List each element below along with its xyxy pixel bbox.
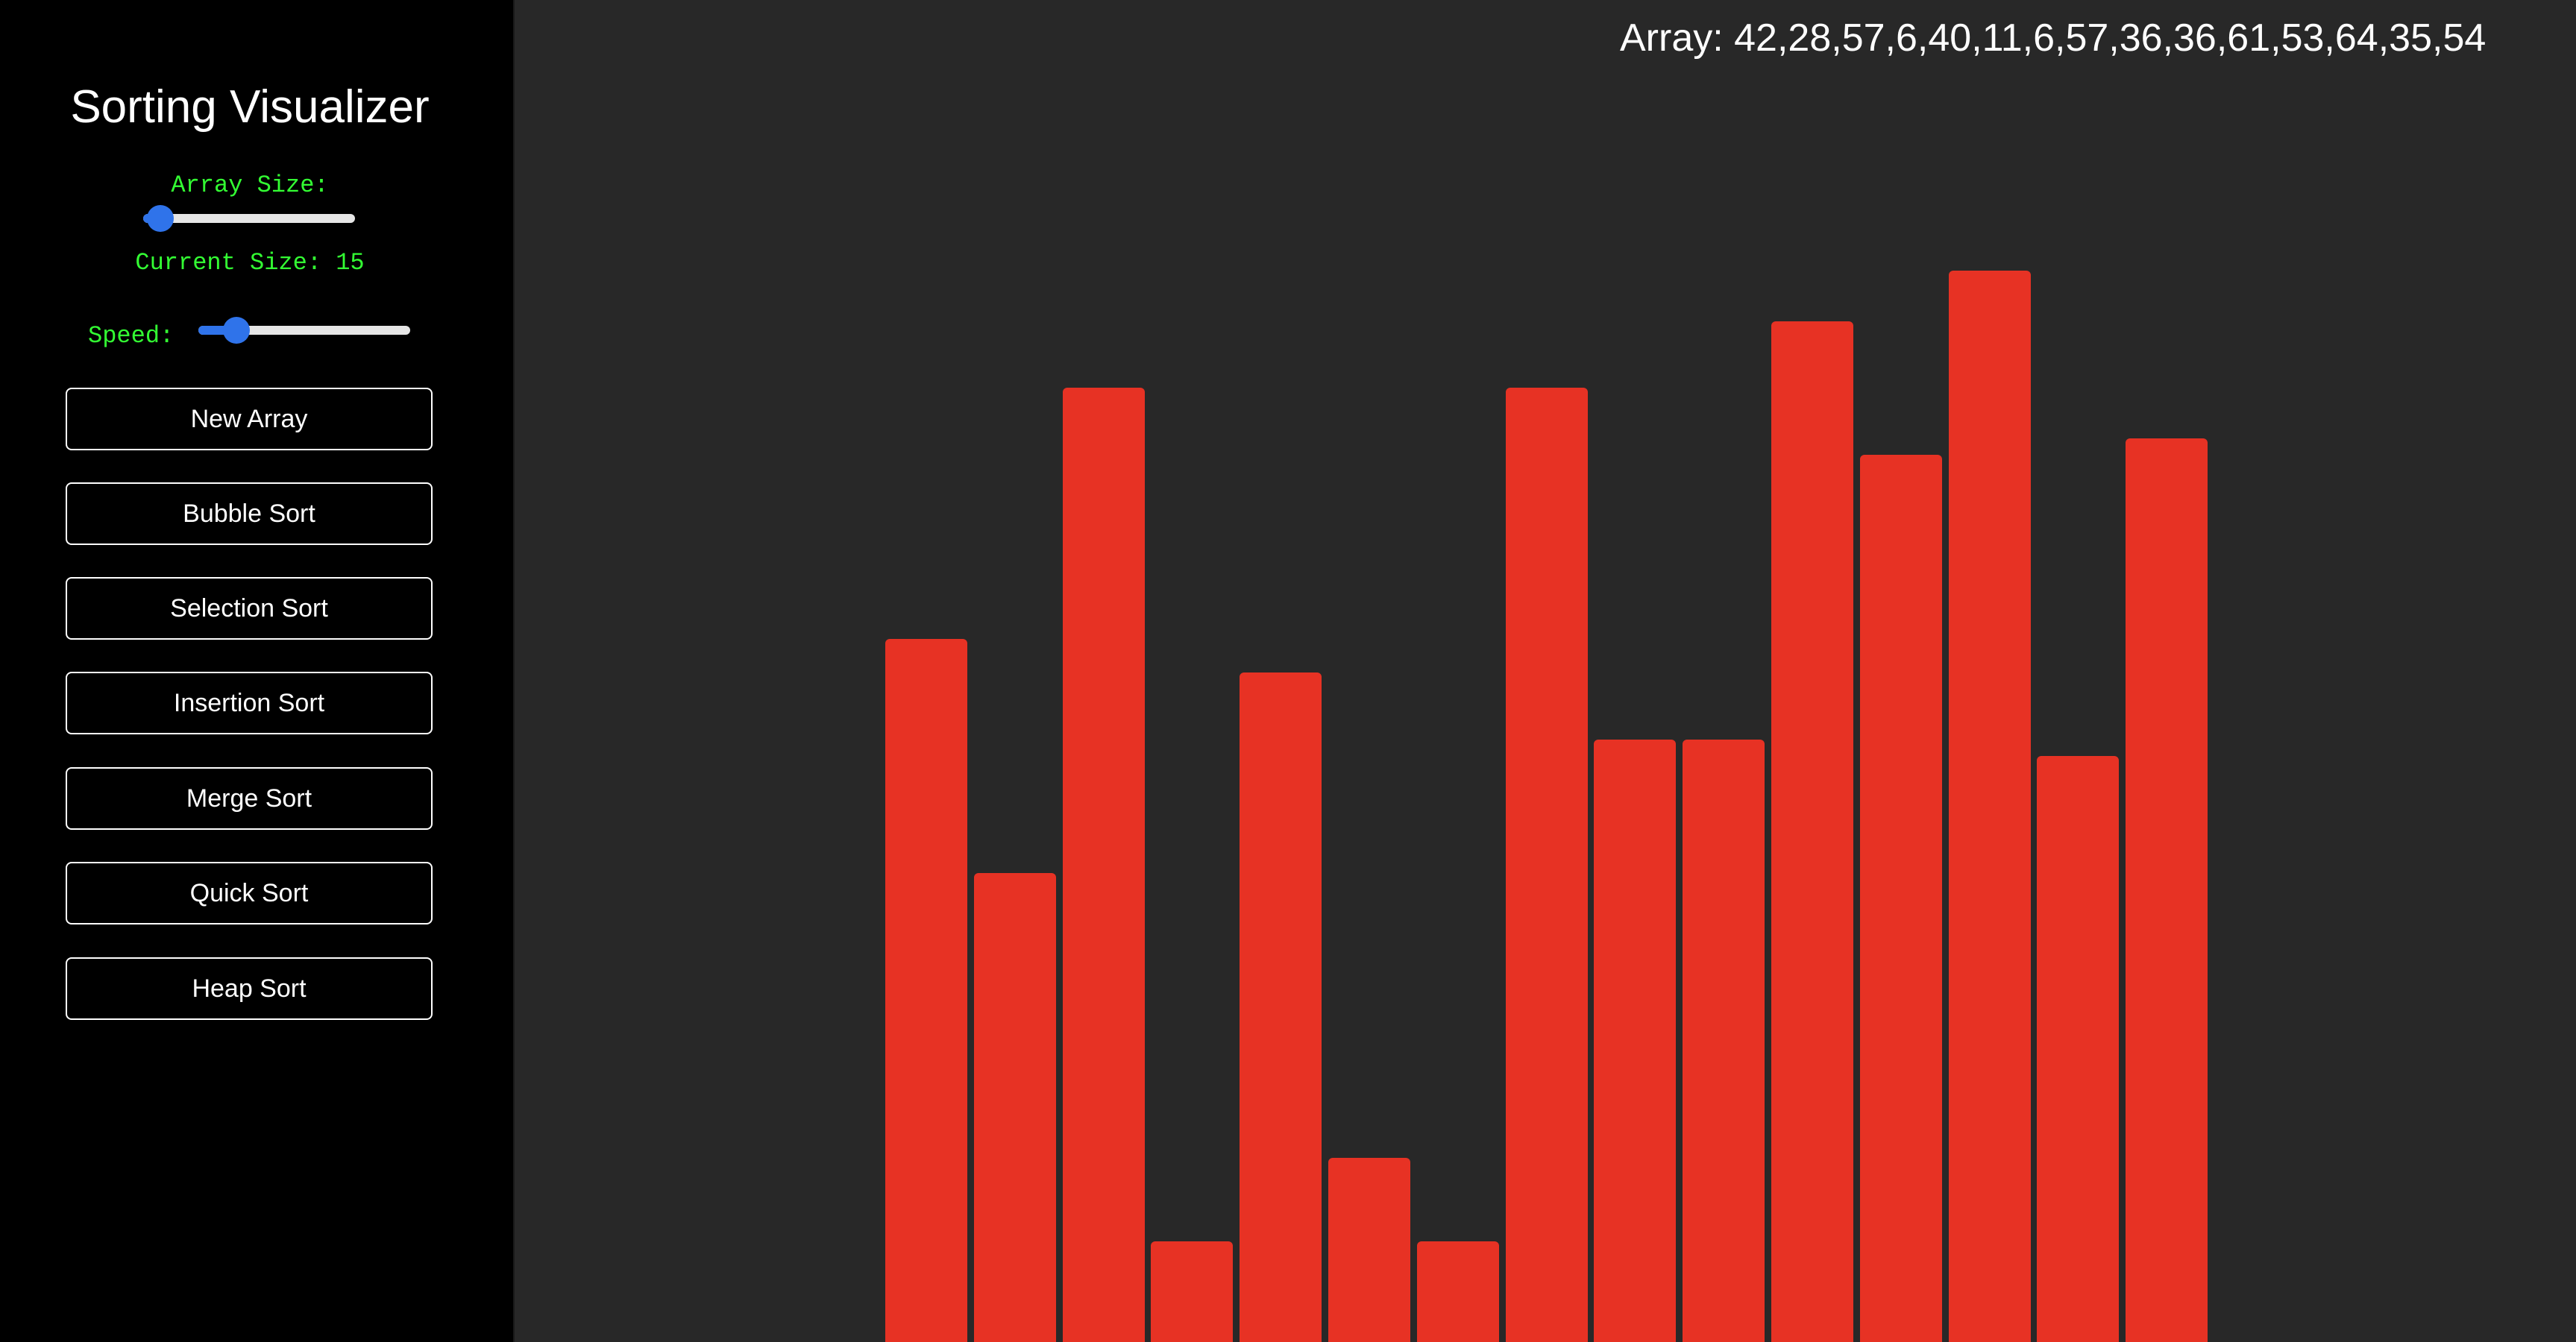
bar-1: [974, 873, 1056, 1342]
merge-sort-button[interactable]: Merge Sort: [66, 767, 433, 830]
array-size-label: Array Size:: [171, 171, 329, 199]
bar-0: [885, 639, 967, 1342]
heap-sort-button[interactable]: Heap Sort: [66, 957, 433, 1020]
sidebar: Sorting Visualizer Array Size: Current S…: [0, 0, 515, 1342]
bar-8: [1594, 740, 1676, 1342]
bar-7: [1506, 388, 1588, 1342]
bar-chart: [515, 0, 2576, 1342]
bar-9: [1683, 740, 1765, 1342]
speed-slider-thumb[interactable]: [223, 317, 250, 344]
app-title: Sorting Visualizer: [70, 81, 430, 133]
bar-12: [1949, 271, 2031, 1342]
bar-14: [2126, 438, 2208, 1342]
array-values-text: Array: 42,28,57,6,40,11,6,57,36,36,61,53…: [1620, 16, 2487, 60]
selection-sort-button[interactable]: Selection Sort: [66, 577, 433, 640]
array-size-slider[interactable]: [143, 204, 355, 233]
insertion-sort-button[interactable]: Insertion Sort: [66, 672, 433, 734]
bar-2: [1063, 388, 1145, 1342]
bar-13: [2037, 756, 2119, 1342]
quick-sort-button[interactable]: Quick Sort: [66, 862, 433, 924]
bar-11: [1860, 455, 1942, 1342]
speed-label: Speed:: [88, 322, 175, 350]
bar-10: [1771, 321, 1853, 1342]
array-size-slider-thumb[interactable]: [147, 205, 174, 232]
bar-4: [1240, 672, 1322, 1342]
speed-slider[interactable]: [198, 315, 410, 345]
bar-5: [1328, 1158, 1410, 1342]
bubble-sort-button[interactable]: Bubble Sort: [66, 482, 433, 545]
new-array-button[interactable]: New Array: [66, 388, 433, 450]
bar-6: [1417, 1241, 1499, 1342]
speed-slider-track[interactable]: [198, 326, 410, 335]
current-size-label: Current Size: 15: [135, 249, 365, 277]
array-size-slider-track[interactable]: [143, 214, 355, 223]
bar-3: [1151, 1241, 1233, 1342]
visualizer-area: Array: 42,28,57,6,40,11,6,57,36,36,61,53…: [515, 0, 2576, 1342]
